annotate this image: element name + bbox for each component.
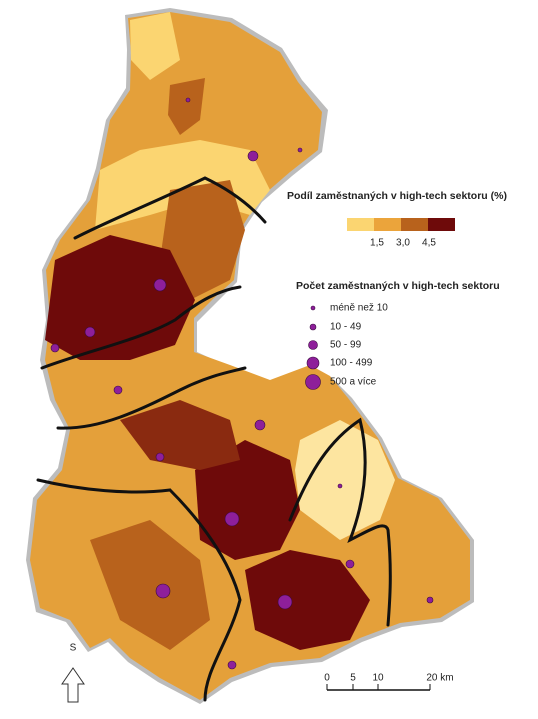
dark-area xyxy=(245,550,370,650)
boundary-line xyxy=(40,285,242,370)
north-label: S xyxy=(70,643,77,654)
legend-label: 10 - 49 xyxy=(330,322,362,333)
boundary-line xyxy=(36,478,242,702)
dots xyxy=(50,97,434,670)
dot xyxy=(254,419,266,431)
legend-title: Počet zaměstnaných v high-tech sektoru xyxy=(296,280,500,292)
dot xyxy=(227,660,237,670)
mid-area xyxy=(90,520,210,650)
legend-swatch xyxy=(347,218,374,231)
dot xyxy=(426,596,434,604)
mid-area xyxy=(160,180,245,300)
dot xyxy=(155,583,171,599)
legend-swatch xyxy=(401,218,428,231)
dot xyxy=(185,97,191,103)
dot xyxy=(155,452,165,462)
dot xyxy=(345,559,355,569)
legend-symbol xyxy=(306,356,320,370)
boundary-line xyxy=(73,176,267,240)
north-arrow: S xyxy=(61,643,85,703)
dot xyxy=(337,483,343,489)
boundary-line xyxy=(288,417,392,627)
dark-area xyxy=(120,400,240,470)
legend-label: 100 - 499 xyxy=(330,358,373,369)
light-area xyxy=(130,12,180,80)
dot xyxy=(224,511,240,527)
legend-swatch xyxy=(428,218,455,231)
dark-area xyxy=(195,440,300,560)
arrow xyxy=(61,667,85,703)
dot xyxy=(153,278,167,292)
legend-label: 1,5 xyxy=(370,238,384,249)
legend-label: méně než 10 xyxy=(330,303,388,314)
legend-symbol xyxy=(310,305,316,311)
legend-label: 500 a více xyxy=(330,377,377,388)
dot xyxy=(84,326,96,338)
dot xyxy=(277,594,293,610)
map xyxy=(26,8,474,704)
boundary-line xyxy=(56,366,247,430)
legend-symbol xyxy=(305,374,321,390)
scale-label: 10 xyxy=(372,673,384,684)
scale-bar: 0 5 10 20 km xyxy=(324,673,454,691)
legend-share: Podíl zaměstnaných v high-tech sektoru (… xyxy=(287,190,507,249)
dot xyxy=(113,385,123,395)
legend-symbol xyxy=(309,323,317,331)
dot xyxy=(297,147,303,153)
legend-label: 4,5 xyxy=(422,238,436,249)
scale-label: 5 xyxy=(350,673,356,684)
scale-label: 20 km xyxy=(426,673,453,684)
legend-title: Podíl zaměstnaných v high-tech sektoru (… xyxy=(287,190,507,202)
legend-count: Počet zaměstnaných v high-tech sektoru m… xyxy=(296,280,500,390)
scale-label: 0 xyxy=(324,673,330,684)
dot xyxy=(50,343,60,353)
light-area xyxy=(295,420,395,540)
legend-label: 3,0 xyxy=(396,238,410,249)
legend-label: 50 - 99 xyxy=(330,340,362,351)
legend-swatch xyxy=(374,218,401,231)
mid-area xyxy=(168,78,205,135)
legend-symbol xyxy=(308,340,318,350)
dot xyxy=(247,150,259,162)
